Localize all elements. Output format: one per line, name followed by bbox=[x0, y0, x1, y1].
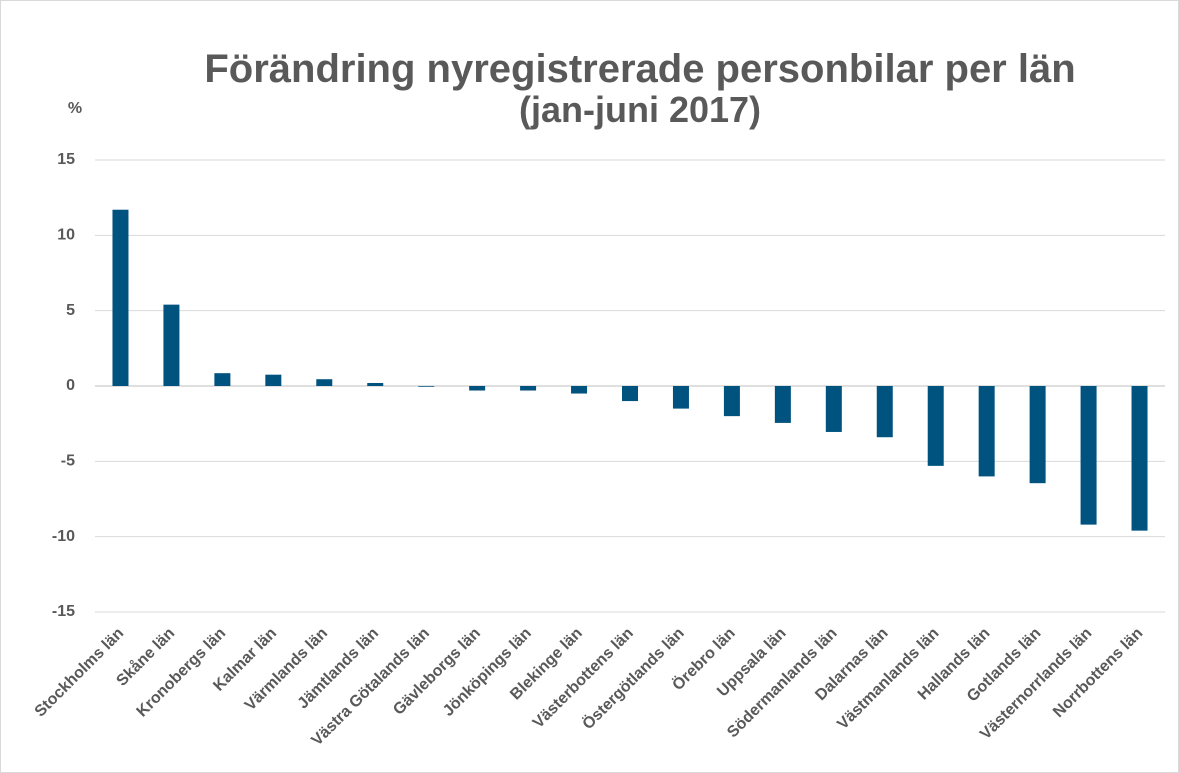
bar bbox=[520, 386, 537, 391]
bar bbox=[1029, 386, 1046, 484]
bar bbox=[1131, 386, 1148, 531]
y-tick-label: 5 bbox=[66, 302, 75, 319]
bar bbox=[163, 304, 180, 386]
bar bbox=[723, 386, 740, 417]
bar bbox=[571, 386, 588, 394]
y-tick-label: -5 bbox=[61, 453, 75, 470]
y-tick-label: -15 bbox=[52, 603, 75, 620]
y-tick-label: 15 bbox=[57, 151, 75, 168]
bar bbox=[622, 386, 638, 402]
chart-subtitle: (jan-juni 2017) bbox=[519, 89, 761, 130]
y-tick-label: 10 bbox=[57, 227, 75, 244]
bar bbox=[1080, 386, 1097, 525]
bar bbox=[469, 386, 486, 391]
bar bbox=[774, 386, 791, 423]
bar bbox=[927, 386, 944, 466]
chart-title: Förändring nyregistrerade personbilar pe… bbox=[204, 47, 1075, 91]
y-tick-label: -10 bbox=[52, 528, 75, 545]
bar bbox=[418, 386, 435, 387]
bar bbox=[316, 379, 333, 386]
bar bbox=[367, 382, 384, 386]
y-tick-label: 0 bbox=[66, 377, 75, 394]
y-axis-label: % bbox=[68, 100, 82, 117]
bar bbox=[876, 386, 893, 438]
bar bbox=[672, 386, 689, 409]
bar bbox=[214, 373, 231, 386]
bar bbox=[112, 209, 129, 386]
bar bbox=[978, 386, 995, 477]
bar bbox=[265, 374, 282, 386]
bar bbox=[825, 386, 842, 432]
